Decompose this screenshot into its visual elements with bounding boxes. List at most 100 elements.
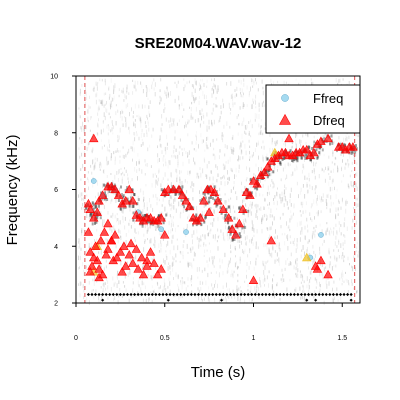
- spectrogram-cell: [83, 128, 85, 132]
- spectrogram-cell: [342, 255, 344, 260]
- spectrogram-cell: [104, 144, 105, 147]
- spectrogram-cell: [198, 243, 200, 247]
- spectrogram-cell: [225, 213, 228, 217]
- spectrogram-cell: [314, 277, 316, 281]
- spectrogram-cell: [263, 261, 265, 266]
- spectrogram-cell: [108, 86, 110, 89]
- spectrogram-cell: [342, 159, 343, 163]
- spectrogram-cell: [251, 81, 253, 84]
- spectrogram-cell: [228, 106, 230, 109]
- spectrogram-cell: [234, 246, 236, 250]
- spectrogram-cell: [234, 174, 235, 179]
- dfreq-point: [177, 190, 188, 199]
- spectrogram-cell: [117, 139, 119, 143]
- spectrogram-cell: [261, 228, 263, 234]
- spectrogram-cell: [313, 250, 315, 255]
- spectrogram-cell: [183, 205, 186, 209]
- spectrogram-cell: [185, 151, 187, 155]
- spectrogram-cell: [233, 270, 235, 274]
- spectrogram-cell: [212, 176, 214, 181]
- dfreq-point: [124, 184, 134, 194]
- spectrogram-cell: [188, 159, 190, 164]
- spectrogram-cell: [233, 181, 235, 185]
- spectrogram-cell: [128, 92, 130, 95]
- spectrogram-cell: [230, 197, 232, 200]
- diamond-point: [111, 292, 115, 297]
- spectrogram-cell: [143, 196, 145, 201]
- spectrogram-cell: [353, 207, 355, 210]
- spectrogram-cell: [143, 202, 145, 207]
- spectrogram-cell: [143, 247, 145, 252]
- spectrogram-cell: [294, 237, 295, 242]
- spectrogram-cell: [115, 198, 117, 203]
- spectrogram-cell: [146, 87, 148, 93]
- spectrogram-cell: [130, 196, 133, 200]
- spectrogram-cell: [201, 116, 202, 121]
- spectrogram-cell: [129, 270, 131, 275]
- spectrogram-cell: [340, 206, 342, 210]
- spectrogram-cell: [356, 162, 358, 165]
- spectrogram-cell: [91, 171, 93, 175]
- spectrogram-cell: [132, 288, 134, 293]
- spectrogram-cell: [80, 126, 82, 130]
- spectrogram-cell: [222, 163, 224, 167]
- spectrogram-cell: [239, 244, 241, 249]
- diamond-point: [118, 292, 122, 297]
- spectrogram-cell: [330, 170, 332, 173]
- spectrogram-cell: [342, 242, 344, 247]
- spectrogram-cell: [281, 268, 283, 272]
- spectrogram-cell: [234, 89, 236, 92]
- spectrogram-cell: [81, 228, 83, 233]
- dfreq-point: [128, 258, 138, 267]
- spectrogram-cell: [195, 223, 198, 227]
- spectrogram-cell: [173, 245, 175, 251]
- spectrogram-cell: [141, 84, 143, 89]
- plot-marks: [83, 133, 358, 302]
- spectrogram-cell: [194, 161, 196, 164]
- spectrogram-cell: [236, 86, 238, 91]
- dfreq-point: [310, 261, 321, 270]
- dfreq-point: [259, 167, 269, 177]
- spectrogram-cell: [301, 227, 303, 232]
- spectrogram-cell: [305, 249, 307, 253]
- spectrogram-cell: [310, 206, 312, 209]
- spectrogram-cell: [187, 153, 189, 157]
- spectrogram-cell: [355, 212, 357, 217]
- spectrogram-cell: [339, 277, 341, 281]
- dfreq-point: [124, 249, 134, 259]
- spectrogram-cell: [222, 138, 224, 143]
- spectrogram-cell: [84, 94, 86, 97]
- spectrogram-cell: [105, 259, 107, 263]
- spectrogram-cell: [84, 240, 86, 244]
- spectrogram-cell: [153, 87, 155, 91]
- spectrogram-cell: [323, 267, 325, 272]
- spectrogram-cell: [95, 205, 98, 209]
- spectrogram-cell: [180, 211, 182, 214]
- spectrogram-cell: [175, 208, 177, 213]
- spectrogram-cell: [357, 254, 359, 258]
- spectrogram-cell: [143, 282, 145, 286]
- spectrogram-cell: [146, 85, 148, 89]
- dfreq-point: [156, 213, 166, 222]
- spectrogram-cell: [137, 176, 138, 181]
- spectrogram-cell: [177, 159, 179, 163]
- spectrogram-cell: [187, 262, 189, 268]
- spectrogram-cell: [227, 205, 230, 209]
- spectrogram-cell: [198, 100, 200, 105]
- dfreq-point: [184, 201, 195, 211]
- spectrogram-cell: [157, 145, 158, 149]
- spectrogram-cell: [350, 294, 352, 298]
- spectrogram-cell: [134, 167, 136, 172]
- spectrogram-cell: [239, 87, 241, 91]
- spectrogram-cell: [203, 94, 205, 100]
- spectrogram-cell: [149, 239, 151, 244]
- spectrogram-cell: [291, 140, 293, 144]
- spectrogram-cell: [111, 127, 113, 132]
- spectrogram-cell: [106, 277, 108, 281]
- spectrogram-cell: [348, 163, 350, 166]
- spectrogram-cell: [258, 155, 259, 160]
- spectrogram-cell: [213, 255, 215, 260]
- diamond-point: [122, 292, 126, 297]
- spectrogram-cell: [345, 162, 347, 166]
- spectrogram-cell: [356, 246, 358, 249]
